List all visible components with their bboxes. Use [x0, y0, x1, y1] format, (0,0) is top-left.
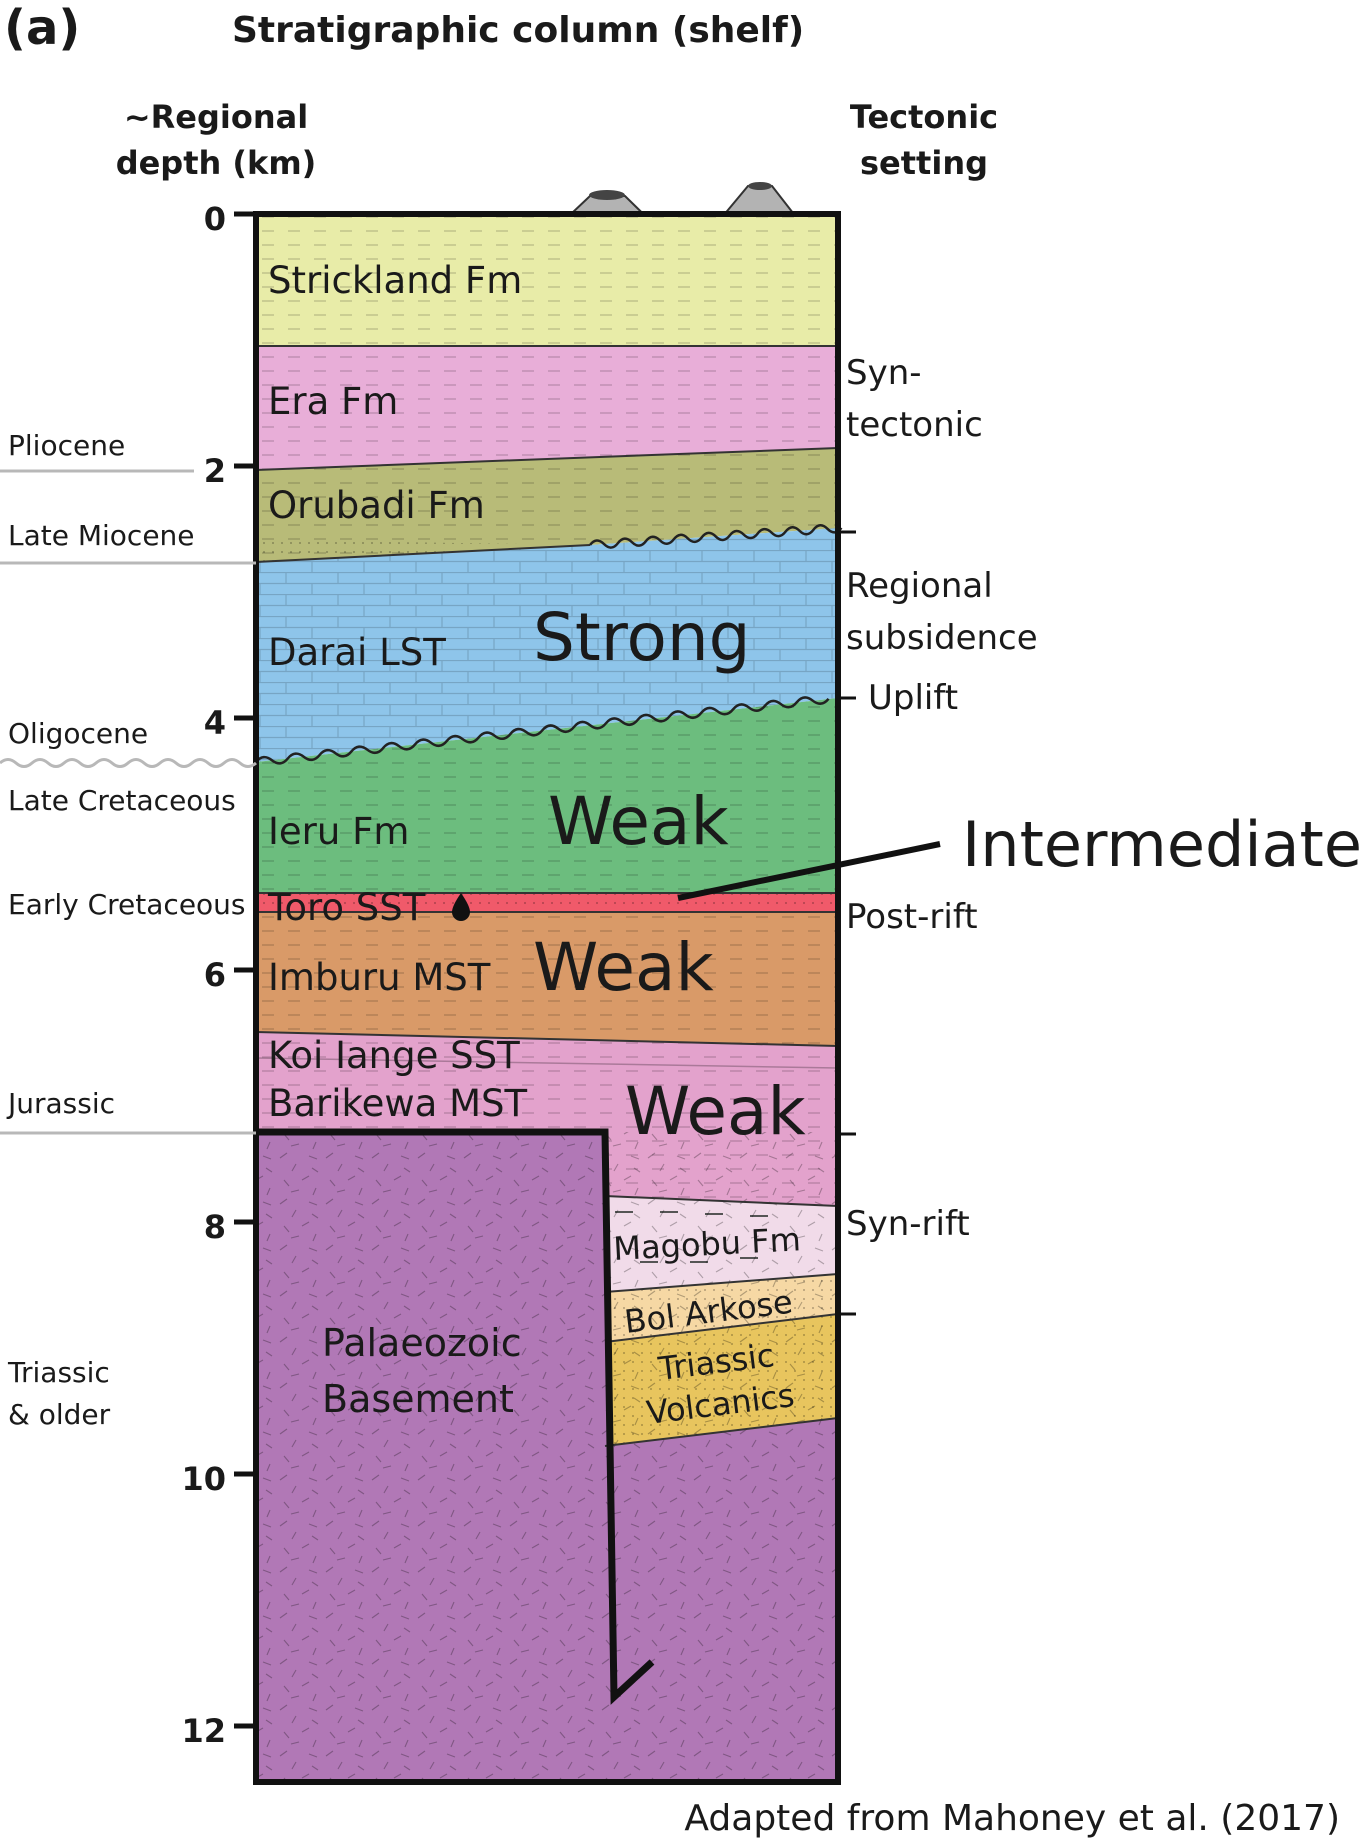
tectonic-header-line1: Tectonic — [850, 98, 998, 136]
oil-drop-icon — [452, 893, 470, 921]
strength-ieru: Weak — [548, 783, 729, 860]
imburu-mst-layer — [256, 912, 838, 1046]
age-boundaries — [0, 469, 257, 1135]
depth-tick-label-4: 4 — [204, 704, 226, 742]
formation-darai: Darai LST — [268, 631, 446, 674]
formation-barikewa: Barikewa MST — [268, 1082, 528, 1125]
tectonic-regional-line1: Regional — [846, 566, 993, 606]
tectonic-ticks — [838, 530, 856, 1316]
figure-credit: Adapted from Mahoney et al. (2017) — [684, 1798, 1340, 1839]
column-frame — [253, 211, 841, 1785]
formation-era: Era Fm — [268, 380, 398, 423]
formation-imburu: Imburu MST — [268, 956, 491, 999]
age-early-cretaceous: Early Cretaceous — [8, 888, 246, 921]
normal-fault-line — [256, 1128, 655, 1705]
strength-barikewa: Weak — [625, 1073, 806, 1150]
age-jurassic: Jurassic — [6, 1087, 115, 1120]
strength-imburu: Weak — [533, 929, 714, 1006]
palaeozoic-basement-layer — [256, 1132, 838, 1782]
formation-toro: Toro SST — [267, 886, 426, 929]
age-triassic-line2: & older — [8, 1398, 111, 1431]
formation-ieru: Ieru Fm — [268, 810, 409, 853]
depth-axis — [234, 211, 256, 1729]
tectonic-header-line2: setting — [860, 144, 988, 182]
tectonic-syntectonic-line2: tectonic — [846, 405, 983, 445]
age-pliocene: Pliocene — [8, 429, 125, 462]
formation-orubadi: Orubadi Fm — [268, 484, 485, 527]
depth-tick-label-6: 6 — [204, 956, 226, 994]
tectonic-uplift: Uplift — [868, 678, 958, 718]
depth-tick-label-2: 2 — [204, 452, 226, 490]
depth-tick-label-0: 0 — [204, 200, 226, 238]
strength-darai: Strong — [533, 599, 751, 676]
tectonic-synrift: Syn-rift — [846, 1204, 970, 1244]
depth-axis-title-line1: ~Regional — [124, 98, 308, 136]
depth-tick-label-12: 12 — [181, 1712, 226, 1750]
figure-title: Stratigraphic column (shelf) — [232, 10, 804, 51]
strength-toro: Intermediate — [962, 808, 1362, 881]
age-late-miocene: Late Miocene — [8, 519, 195, 552]
age-oligocene: Oligocene — [8, 717, 148, 750]
intermediate-pointer-line — [677, 841, 941, 901]
tectonic-regional-line2: subsidence — [846, 618, 1038, 658]
tectonic-syntectonic-line1: Syn- — [846, 353, 922, 393]
formation-strickland: Strickland Fm — [268, 259, 522, 302]
age-late-cretaceous: Late Cretaceous — [8, 784, 236, 817]
panel-label: (a) — [4, 0, 80, 56]
orubadi-fm-layer — [256, 448, 838, 562]
depth-axis-title-line2: depth (km) — [116, 144, 317, 182]
formation-basement-line2: Basement — [322, 1377, 514, 1421]
unconformity-line — [255, 696, 830, 765]
layer-boundaries — [255, 345, 839, 1447]
formation-koi-iange: Koi Iange SST — [268, 1034, 520, 1077]
age-triassic-line1: Triassic — [7, 1356, 110, 1389]
strickland-fm-layer — [256, 214, 838, 346]
darai-lst-layer — [256, 528, 838, 762]
era-fm-layer — [256, 346, 838, 470]
formation-basement-line1: Palaeozoic — [322, 1321, 522, 1365]
depth-tick-label-10: 10 — [181, 1460, 226, 1498]
tectonic-postrift: Post-rift — [846, 897, 978, 937]
unconformity-line — [589, 524, 843, 549]
depth-tick-label-8: 8 — [204, 1208, 226, 1246]
